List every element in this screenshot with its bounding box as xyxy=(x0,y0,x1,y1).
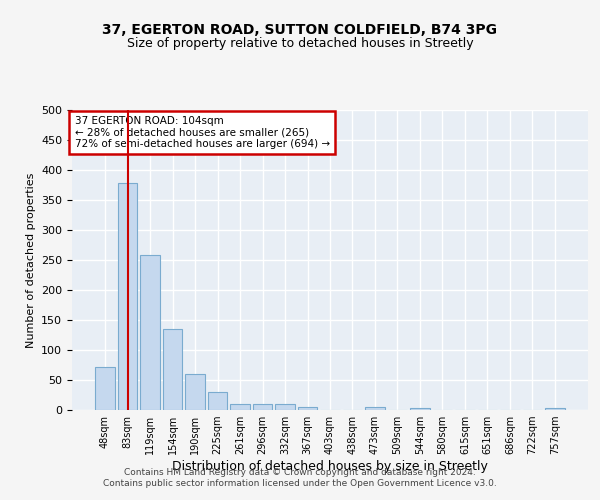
Bar xyxy=(275,404,295,410)
Bar xyxy=(410,408,430,410)
Bar xyxy=(253,404,272,410)
X-axis label: Distribution of detached houses by size in Streetly: Distribution of detached houses by size … xyxy=(172,460,488,473)
Bar xyxy=(365,407,385,410)
Bar xyxy=(208,392,227,410)
Bar xyxy=(230,404,250,410)
Text: 37, EGERTON ROAD, SUTTON COLDFIELD, B74 3PG: 37, EGERTON ROAD, SUTTON COLDFIELD, B74 … xyxy=(103,22,497,36)
Bar xyxy=(118,183,137,410)
Text: Size of property relative to detached houses in Streetly: Size of property relative to detached ho… xyxy=(127,38,473,51)
Bar xyxy=(163,329,182,410)
Bar xyxy=(298,407,317,410)
Bar xyxy=(140,255,160,410)
Bar xyxy=(95,367,115,410)
Bar xyxy=(185,374,205,410)
Text: 37 EGERTON ROAD: 104sqm
← 28% of detached houses are smaller (265)
72% of semi-d: 37 EGERTON ROAD: 104sqm ← 28% of detache… xyxy=(74,116,330,149)
Y-axis label: Number of detached properties: Number of detached properties xyxy=(26,172,35,348)
Bar xyxy=(545,408,565,410)
Text: Contains HM Land Registry data © Crown copyright and database right 2024.
Contai: Contains HM Land Registry data © Crown c… xyxy=(103,468,497,487)
